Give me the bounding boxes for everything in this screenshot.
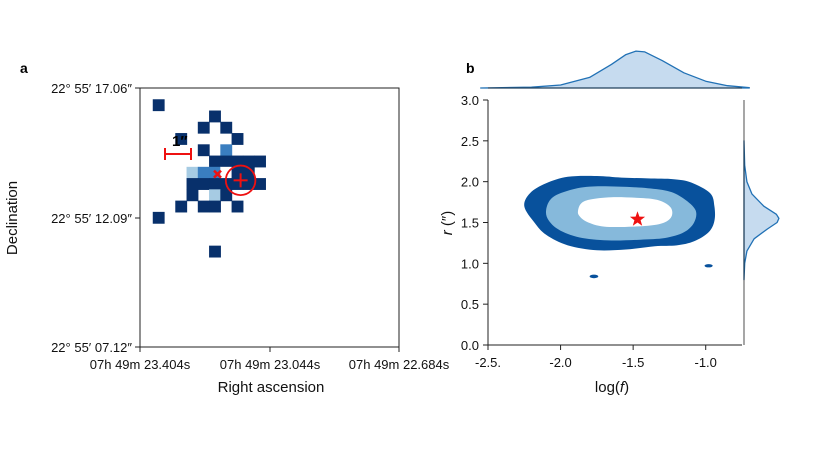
heatmap-cell [197,200,210,213]
panel-a-x-axis-label: Right ascension [218,379,325,396]
heatmap-cell [254,178,266,190]
x-tick-label: 07h 49m 23.044s [220,357,321,372]
y-tick-label: 0.0 [461,338,479,353]
heatmap-cell [220,144,233,157]
panel-a-heatmap: a 1″ 07h 49m 23.404s 07h 49m 23.044s 07h 4… [4,60,450,396]
panel-a-y-ticks: 22° 55′ 17.06″ 22° 55′ 12.09″ 22° 55′ 07.1… [51,81,140,355]
marginal-y-curve [743,140,780,281]
heatmap-cell [209,189,221,202]
star-marker [629,211,646,226]
x-tick-label: -2.5. [475,355,501,370]
y-tick-label: 2.0 [461,175,479,190]
y-tick-label: 1.5 [461,216,479,231]
y-tick-label: 2.5 [461,134,479,149]
heatmap-cell [231,166,244,179]
scale-bar-label: 1″ [172,133,188,150]
heatmap-cell [197,144,210,157]
heatmap-cell [231,155,244,168]
x-tick-label: 07h 49m 23.404s [90,357,191,372]
panel-b-label: b [466,60,475,76]
x-tick-label: -1.5 [622,355,644,370]
panel-a-label: a [20,60,28,76]
x-tick-label: -1.0 [695,355,717,370]
heatmap-cell [186,166,199,179]
marginal-x-density [480,50,750,89]
y-tick-label: 3.0 [461,93,479,108]
panel-b-x-ticks: -2.5. -2.0 -1.5 -1.0 [475,345,717,370]
heatmap-cell [197,166,210,179]
heatmap-cell [231,178,244,190]
heatmap-cells [152,99,266,258]
y-tick-label: 22° 55′ 17.06″ [51,81,132,96]
y-tick-label: 1.0 [461,256,479,271]
heatmap-cell [242,155,255,168]
heatmap-cell [209,178,221,190]
scale-bar: 1″ [164,133,192,160]
contour-levels [524,175,716,279]
heatmap-cell [209,200,221,213]
marginal-x-curve [480,50,750,89]
panel-a-frame [139,87,400,348]
heatmap-cell [175,133,188,145]
panel-b-contour: b -2.5. -2.0 -1.5 -1.0 0.0 0.5 1.0 1.5 2.0 2.5 3.… [439,50,780,396]
heatmap-cell [209,245,221,258]
heatmap-cell [197,121,210,134]
heatmap-cell [175,200,188,213]
heatmap-cell [242,166,255,179]
panel-a-y-axis-label: Declination [4,181,21,255]
contour-island [704,264,713,268]
heatmap-cell [186,178,199,190]
x-tick-label: -2.0 [549,355,571,370]
source-markers [213,164,257,197]
contour-island [589,274,599,279]
y-tick-label: 22° 55′ 12.09″ [51,211,132,226]
heatmap-cell [197,178,210,190]
best-fit-star [629,211,646,226]
panel-b-y-axis-label: r (″) [439,211,456,235]
heatmap-cell [254,155,266,168]
x-tick-label: 07h 49m 22.684s [349,357,450,372]
y-tick-label: 22° 55′ 07.12″ [51,340,132,355]
contour-level [577,197,673,228]
heatmap-cell [152,99,165,112]
heatmap-cell [242,178,255,190]
x-marker-stroke-2 [213,169,222,179]
heatmap-cell [220,166,233,179]
panel-b-x-axis-label: log(f) [595,379,629,396]
heatmap-cell [231,133,244,145]
panel-b-y-ticks: 0.0 0.5 1.0 1.5 2.0 2.5 3.0 [461,93,488,353]
heatmap-cell [220,121,233,134]
heatmap-cell [231,200,244,213]
panel-a-x-ticks: 07h 49m 23.404s 07h 49m 23.044s 07h 49m 22… [90,347,450,372]
source-circle [224,164,257,197]
heatmap-cell [186,189,199,202]
y-tick-label: 0.5 [461,297,479,312]
marginal-y-density [743,100,780,345]
heatmap-cell [152,211,165,224]
heatmap-cell [220,189,233,202]
heatmap-cell [209,110,221,123]
heatmap-cell [220,155,233,168]
heatmap-cell [209,155,221,168]
